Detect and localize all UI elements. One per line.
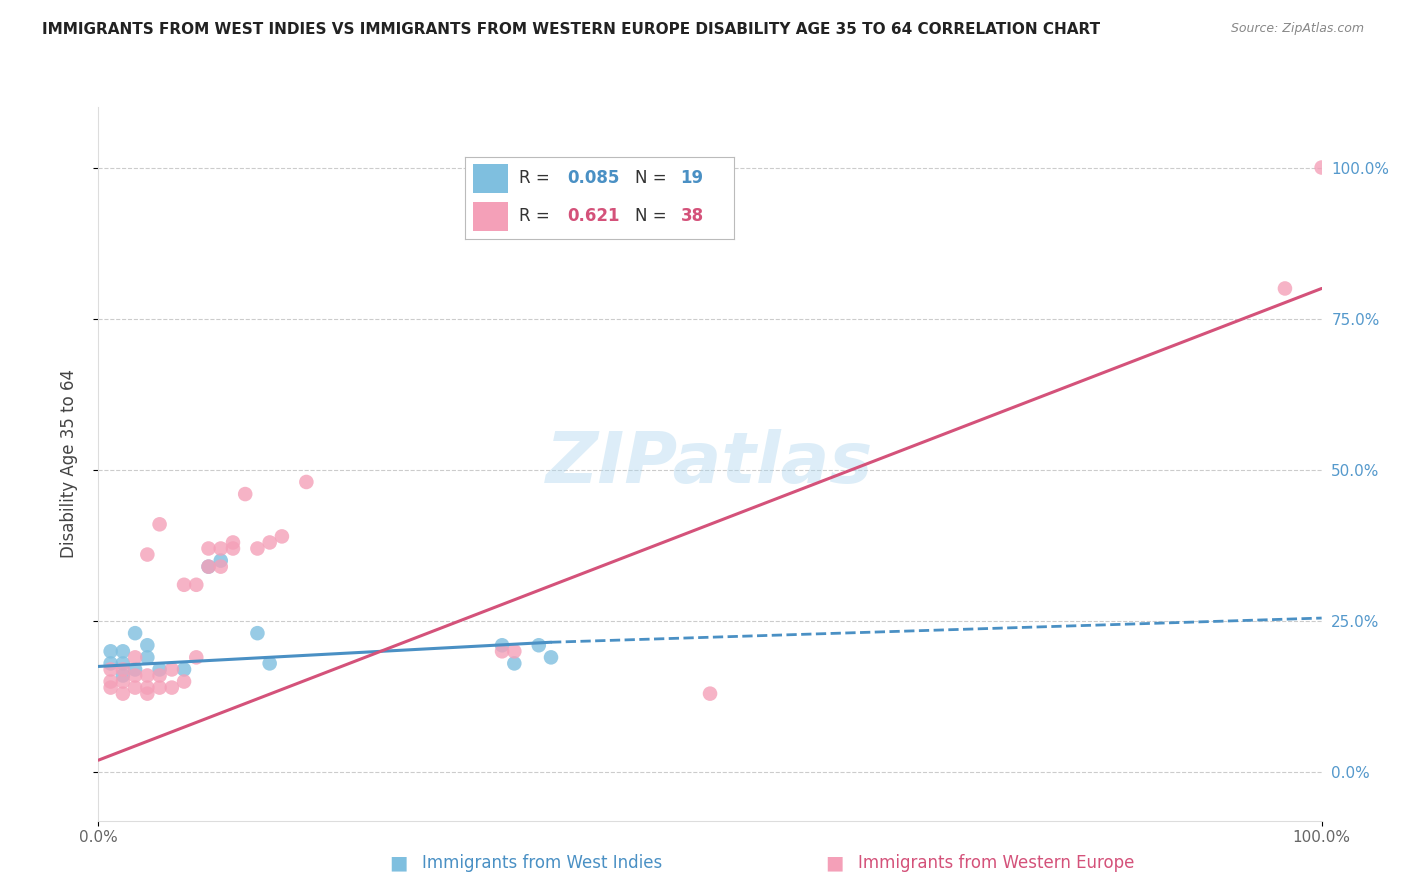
Point — [503, 657, 526, 671]
Point — [111, 644, 134, 658]
Point — [246, 541, 269, 556]
Point — [136, 548, 159, 562]
Point — [233, 487, 256, 501]
Point — [222, 541, 245, 556]
Point — [173, 578, 195, 592]
Point — [160, 681, 183, 695]
Text: ■: ■ — [825, 854, 844, 872]
Point — [527, 638, 550, 652]
Point — [491, 638, 513, 652]
Point — [124, 668, 146, 682]
Point — [136, 681, 159, 695]
Point — [136, 687, 159, 701]
Text: Immigrants from West Indies: Immigrants from West Indies — [422, 855, 662, 872]
Point — [295, 475, 318, 489]
Point — [111, 663, 134, 677]
Y-axis label: Disability Age 35 to 64: Disability Age 35 to 64 — [59, 369, 77, 558]
Point — [503, 644, 526, 658]
Point — [124, 681, 146, 695]
Point — [491, 644, 513, 658]
Point — [136, 668, 159, 682]
Point — [149, 517, 172, 532]
Point — [699, 687, 721, 701]
Point — [160, 663, 183, 677]
Point — [111, 657, 134, 671]
Point — [197, 559, 219, 574]
Point — [149, 663, 172, 677]
Point — [124, 663, 146, 677]
Point — [270, 529, 294, 543]
Point — [100, 681, 122, 695]
Text: Immigrants from Western Europe: Immigrants from Western Europe — [858, 855, 1135, 872]
Point — [100, 674, 122, 689]
Point — [209, 553, 232, 567]
Point — [186, 578, 208, 592]
Point — [259, 535, 281, 549]
Point — [149, 681, 172, 695]
Point — [111, 674, 134, 689]
Point — [136, 650, 159, 665]
Text: Source: ZipAtlas.com: Source: ZipAtlas.com — [1230, 22, 1364, 36]
Point — [124, 650, 146, 665]
Point — [540, 650, 562, 665]
Point — [259, 657, 281, 671]
Point — [136, 638, 159, 652]
Point — [111, 668, 134, 682]
Point — [209, 541, 232, 556]
Point — [222, 535, 245, 549]
Point — [197, 541, 219, 556]
Point — [100, 657, 122, 671]
Point — [1274, 281, 1296, 295]
Point — [186, 650, 208, 665]
Text: IMMIGRANTS FROM WEST INDIES VS IMMIGRANTS FROM WESTERN EUROPE DISABILITY AGE 35 : IMMIGRANTS FROM WEST INDIES VS IMMIGRANT… — [42, 22, 1101, 37]
Point — [246, 626, 269, 640]
Point — [1310, 161, 1333, 175]
Point — [209, 559, 232, 574]
Point — [124, 626, 146, 640]
Point — [100, 644, 122, 658]
Point — [173, 674, 195, 689]
Point — [197, 559, 219, 574]
Text: ZIPatlas: ZIPatlas — [547, 429, 873, 499]
Point — [111, 687, 134, 701]
Point — [149, 668, 172, 682]
Text: ■: ■ — [389, 854, 408, 872]
Point — [173, 663, 195, 677]
Point — [100, 663, 122, 677]
